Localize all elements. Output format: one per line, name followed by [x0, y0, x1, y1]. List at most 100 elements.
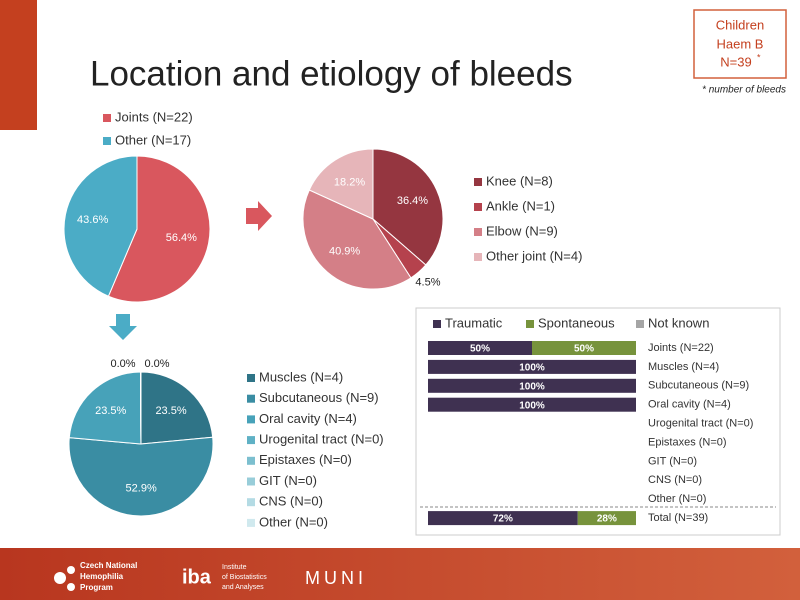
footer-text: Czech National	[80, 561, 137, 570]
slide-title: Location and etiology of bleeds	[90, 54, 573, 93]
legend-label: Muscles (N=4)	[259, 369, 343, 384]
legend-swatch	[247, 456, 255, 465]
legend-label: Other joint (N=4)	[486, 248, 582, 263]
category-label: Other (N=0)	[648, 493, 706, 505]
footer-text: Hemophilia	[80, 572, 124, 581]
value-label: 72%	[493, 514, 513, 525]
pie-slice	[107, 155, 211, 303]
category-label: Subcutaneous (N=9)	[648, 380, 749, 392]
value-label: 28%	[597, 514, 617, 525]
category-label: Total (N=39)	[648, 512, 708, 524]
value-label: 4.5%	[415, 276, 440, 288]
bar-segment	[428, 397, 636, 412]
legend-label: CNS (N=0)	[259, 494, 323, 509]
arrow-down	[109, 314, 137, 340]
side-bar	[0, 0, 37, 130]
pie-slice	[68, 436, 214, 517]
value-label: 36.4%	[397, 195, 428, 207]
legend-swatch	[247, 415, 255, 424]
value-label: 0.0%	[110, 358, 135, 370]
legend-label: Elbow (N=9)	[486, 223, 558, 238]
pie-slice	[302, 189, 412, 290]
info-box	[693, 9, 787, 79]
legend-label: Traumatic	[445, 315, 503, 330]
pie-slice	[63, 155, 138, 297]
value-label: 50%	[574, 344, 594, 355]
legend-swatch	[247, 436, 255, 445]
value-label: 23.5%	[95, 405, 126, 417]
logo-dot	[67, 583, 75, 591]
box-mark: *	[757, 52, 761, 62]
bar-segment	[428, 359, 636, 374]
value-label: 100%	[519, 381, 545, 392]
legend-swatch	[474, 178, 482, 186]
arrow-right	[246, 201, 272, 231]
footer-logo: iba	[182, 566, 212, 588]
value-label: 100%	[519, 400, 545, 411]
value-label: 50%	[470, 344, 490, 355]
bar-segment	[428, 341, 532, 355]
legend-label: Not known	[648, 315, 709, 330]
bar-segment	[428, 511, 578, 526]
legend-label: Urogenital tract (N=0)	[259, 432, 384, 447]
value-label: 100%	[519, 363, 545, 374]
legend-swatch	[526, 320, 534, 328]
legend-label: GIT (N=0)	[259, 473, 317, 488]
pie-slice	[372, 148, 444, 266]
logo-dot	[67, 566, 75, 574]
category-label: GIT (N=0)	[648, 455, 697, 467]
footer	[0, 548, 800, 600]
footer-logo: MUNI	[305, 568, 367, 588]
bar-segment	[532, 341, 636, 355]
legend-label: Joints (N=22)	[115, 109, 193, 124]
legend-swatch	[247, 477, 255, 486]
pie-slice	[68, 371, 142, 445]
legend-label: Subcutaneous (N=9)	[259, 390, 379, 405]
legend-label: Spontaneous	[538, 315, 615, 330]
legend-label: Epistaxes (N=0)	[259, 452, 352, 467]
footer-text: Program	[80, 583, 113, 592]
category-label: CNS (N=0)	[648, 474, 702, 486]
bar-segment	[577, 511, 636, 526]
legend-label: Other (N=0)	[259, 514, 328, 529]
value-label: 0.0%	[144, 358, 169, 370]
legend-swatch	[247, 394, 255, 403]
legend-swatch	[433, 320, 441, 328]
bar-segment	[428, 378, 636, 393]
pie-slice	[140, 371, 214, 445]
value-label: 40.9%	[329, 246, 360, 258]
value-label: 23.5%	[155, 405, 186, 417]
legend-swatch	[474, 228, 482, 236]
category-label: Urogenital tract (N=0)	[648, 418, 753, 430]
value-label: 56.4%	[166, 232, 197, 244]
legend-swatch	[247, 498, 255, 507]
legend-swatch	[103, 137, 111, 145]
footer-text: of Biostatistics	[222, 574, 267, 581]
category-label: Epistaxes (N=0)	[648, 436, 727, 448]
footer-text: and Analyses	[222, 584, 264, 591]
legend-swatch	[474, 253, 482, 261]
logo-dot	[54, 572, 66, 584]
box-line: N=39	[720, 54, 751, 69]
legend-label: Other (N=17)	[115, 132, 191, 147]
footnote: * number of bleeds	[702, 85, 786, 96]
value-label: 43.6%	[77, 214, 108, 226]
legend-label: Knee (N=8)	[486, 173, 553, 188]
legend-swatch	[247, 518, 255, 527]
category-label: Joints (N=22)	[648, 342, 714, 354]
pie-slice	[308, 148, 374, 220]
legend-label: Ankle (N=1)	[486, 198, 555, 213]
category-label: Muscles (N=4)	[648, 361, 719, 373]
value-label: 18.2%	[334, 176, 365, 188]
box-line: Children	[716, 17, 764, 32]
legend-swatch	[474, 203, 482, 211]
category-label: Oral cavity (N=4)	[648, 399, 731, 411]
box-line: Haem B	[717, 36, 764, 51]
legend-swatch	[103, 114, 111, 122]
legend-swatch	[247, 374, 255, 382]
footer-text: Institute	[222, 564, 247, 571]
legend-label: Oral cavity (N=4)	[259, 411, 357, 426]
value-label: 52.9%	[126, 483, 157, 495]
